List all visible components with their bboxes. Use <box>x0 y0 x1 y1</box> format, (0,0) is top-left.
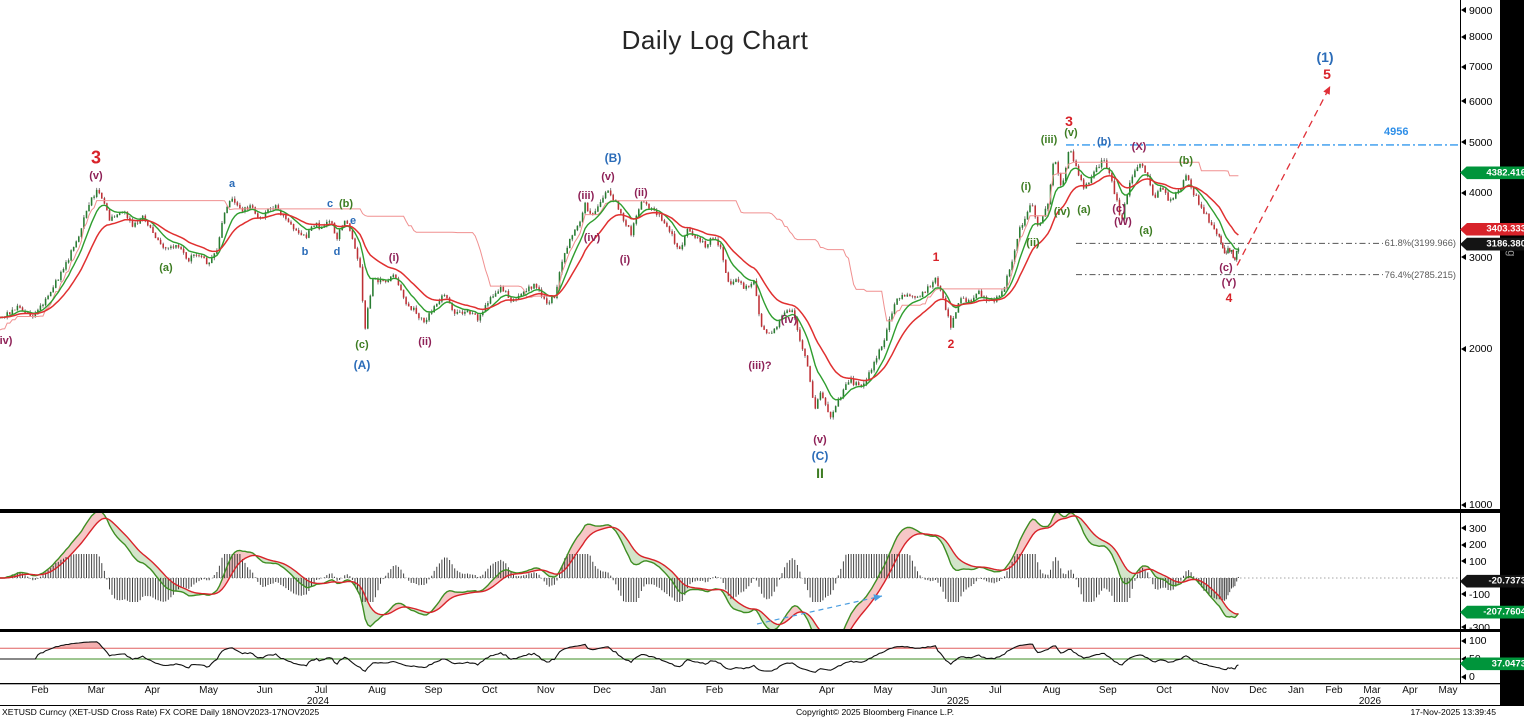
y-axis-line <box>1460 0 1461 684</box>
macd-histogram <box>4 554 1239 602</box>
arrow-head <box>1323 85 1331 95</box>
panel-separator <box>0 509 1524 513</box>
oscillator-fill <box>257 555 325 588</box>
arrow-head <box>873 594 882 602</box>
annotation-arrow <box>756 595 883 625</box>
oscillator-fill <box>782 605 803 624</box>
x-axis-line <box>0 683 1524 685</box>
rsi-line <box>0 641 1239 673</box>
oscillator-fill <box>214 550 258 594</box>
trailing-stop-line <box>0 161 1239 331</box>
macd-panel <box>0 513 1460 629</box>
oscillator-fill <box>1076 516 1138 584</box>
candle-bodies-up <box>0 151 1240 418</box>
oscillator-fill <box>802 612 820 629</box>
oscillator-fill <box>541 570 560 578</box>
footer-separator <box>0 705 1524 706</box>
rsi-panel <box>0 641 1460 673</box>
oscillator-fill <box>1004 513 1077 570</box>
oscillator-fill <box>53 641 105 650</box>
right-gutter <box>1500 0 1524 705</box>
oscillator-fill <box>352 581 386 627</box>
panel-separator <box>0 629 1524 632</box>
macd-line <box>0 513 1239 629</box>
oscillator-fill <box>567 644 591 650</box>
candle-wicks <box>1 149 1239 420</box>
fast-ma-line <box>0 167 1239 401</box>
oscillator-fill <box>40 513 107 575</box>
oscillator-fill <box>925 534 1005 572</box>
slow-ma-line <box>0 174 1239 382</box>
macd-signal-line <box>0 515 1239 629</box>
oscillator-fill <box>920 645 938 652</box>
oscillator-fill <box>844 527 926 629</box>
annotation-arrow <box>1236 85 1331 266</box>
oscillator-fill <box>613 527 713 594</box>
main-price-panel <box>0 85 1460 420</box>
